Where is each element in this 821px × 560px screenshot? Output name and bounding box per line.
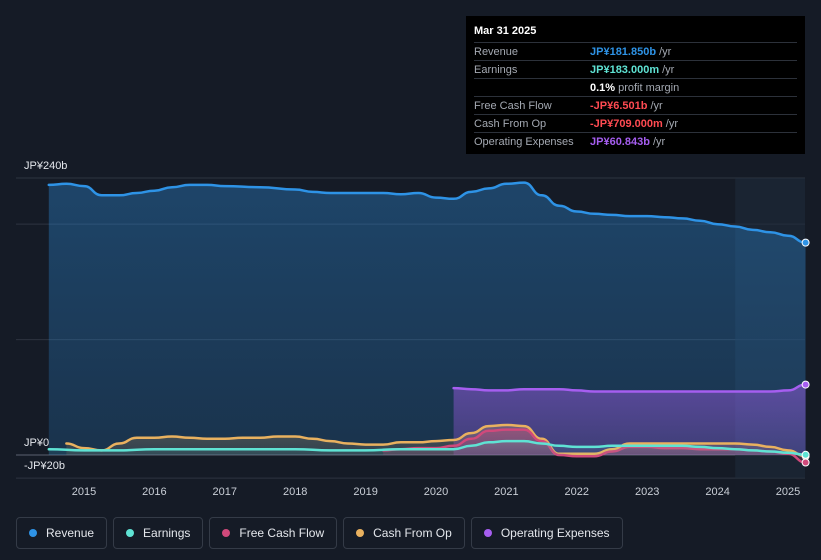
tooltip-row: Operating Expenses JP¥60.843b/yr <box>474 132 797 150</box>
legend-label: Operating Expenses <box>500 526 610 540</box>
tooltip-row-value: JP¥60.843b <box>590 135 650 148</box>
x-tick-label: 2022 <box>565 486 589 498</box>
tooltip-row-value: JP¥181.850b <box>590 45 657 58</box>
operating-expenses-series <box>452 380 810 455</box>
legend-item[interactable]: Cash From Op <box>343 517 465 549</box>
legend-dot-icon <box>483 529 492 537</box>
x-tick-label: 2016 <box>142 486 166 498</box>
y-axis-top-label: JP¥240b <box>24 160 68 172</box>
tooltip-row-value: JP¥183.000m <box>590 63 660 76</box>
x-tick-label: 2025 <box>776 486 800 498</box>
earnings-series <box>47 439 810 459</box>
x-tick-label: 2024 <box>705 486 729 498</box>
tooltip-row-value: -JP¥709.000m <box>590 117 663 130</box>
tooltip-row-value: -JP¥6.501b <box>590 99 648 112</box>
revenue-series <box>47 181 810 455</box>
tooltip-row-label: Operating Expenses <box>474 135 574 148</box>
revenue-line <box>47 181 807 244</box>
series-layer <box>47 181 810 467</box>
legend-dot-icon <box>222 529 231 537</box>
operating-expenses-end-point <box>801 380 810 389</box>
tooltip-date: Mar 31 2025 <box>474 25 537 37</box>
tooltip-row: Earnings JP¥183.000m/yr <box>474 60 797 78</box>
tooltip-row-label: Free Cash Flow <box>474 99 552 112</box>
legend-item[interactable]: Operating Expenses <box>470 517 623 549</box>
legend-item[interactable]: Earnings <box>113 517 204 549</box>
y-axis-bottom-label: -JP¥20b <box>24 460 65 472</box>
tooltip-row-unit: /yr <box>652 135 666 148</box>
legend-item[interactable]: Free Cash Flow <box>209 517 338 549</box>
x-axis: 2015 2016 2017 2018 2019 2020 2021 2022 2023 2024… <box>72 486 800 498</box>
x-tick-label: 2017 <box>213 486 237 498</box>
revenue-area <box>48 182 806 455</box>
y-axis-zero-label: JP¥0 <box>24 437 50 449</box>
tooltip-row-unit: /yr <box>650 99 663 112</box>
x-tick-label: 2021 <box>494 486 518 498</box>
operating-expenses-line <box>452 383 807 393</box>
legend-label: Free Cash Flow <box>239 526 325 540</box>
tooltip-row-unit: /yr <box>665 117 679 130</box>
chart-area: 2015 2016 2017 2018 2019 2020 2021 2022 2023 2024… <box>16 177 810 498</box>
x-tick-label: 2018 <box>283 486 307 498</box>
data-tooltip: Mar 31 2025 Revenue JP¥181.850b/yr Earning… <box>466 16 805 154</box>
tooltip-row-label: Earnings <box>474 63 518 76</box>
x-tick-label: 2020 <box>424 486 448 498</box>
tooltip-row: Cash From Op -JP¥709.000m/yr <box>474 114 797 132</box>
earnings-line <box>47 439 807 457</box>
x-tick-label: 2019 <box>353 486 377 498</box>
tooltip-row: 0.1% profit margin <box>474 78 797 96</box>
legend-label: Revenue <box>46 526 95 540</box>
legend-label: Cash From Op <box>373 526 452 540</box>
chart-legend: Revenue Earnings Free Cash Flow Cash From O… <box>16 517 623 549</box>
legend-dot-icon <box>126 529 135 537</box>
legend-item[interactable]: Revenue <box>16 517 108 549</box>
tooltip-row-label: Cash From Op <box>474 117 547 130</box>
tooltip-row-label: Revenue <box>474 45 519 58</box>
revenue-end-point <box>801 238 810 247</box>
operating-expenses-area <box>453 384 806 455</box>
tooltip-row-value: 0.1% <box>590 81 616 94</box>
earnings-area <box>48 441 806 455</box>
tooltip-row-unit: /yr <box>662 63 675 76</box>
cash-from-op-line <box>65 423 807 458</box>
x-tick-label: 2023 <box>635 486 659 498</box>
tooltip-row: Revenue JP¥181.850b/yr <box>474 42 797 60</box>
legend-label: Earnings <box>143 526 191 540</box>
free-cash-flow-end-point <box>801 458 810 467</box>
tooltip-row: Free Cash Flow -JP¥6.501b/yr <box>474 96 797 114</box>
legend-dot-icon <box>29 529 37 537</box>
legend-dot-icon <box>356 529 365 537</box>
earnings-end-point <box>801 450 810 459</box>
x-tick-label: 2015 <box>72 486 96 498</box>
tooltip-row-unit: profit margin <box>618 81 680 94</box>
tooltip-row-unit: /yr <box>659 45 672 58</box>
